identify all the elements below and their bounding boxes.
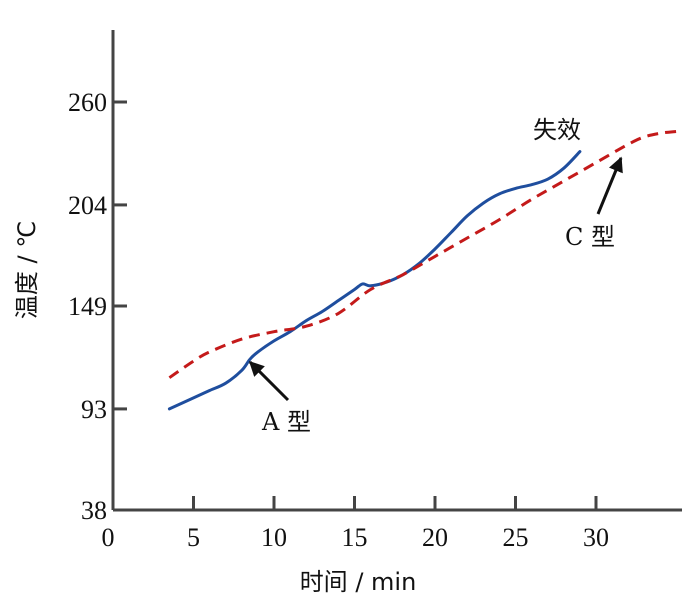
y-ticks: 38 93 149 204 260 [68, 88, 127, 525]
annotations: A 型 C 型 失效 [248, 116, 623, 436]
x-tick-label: 0 [102, 523, 115, 552]
x-ticks: 0 5 10 15 20 25 30 [102, 496, 609, 552]
y-tick-label: 204 [68, 191, 107, 220]
x-tick-label: 20 [422, 523, 448, 552]
series-line-c-type [168, 129, 677, 379]
annotation-a-label: A 型 [261, 408, 311, 436]
annotation-c-arrow [596, 156, 623, 215]
annotation-a-arrow [248, 360, 290, 402]
series-lines [167, 129, 677, 411]
plot-area: 38 93 149 204 260 0 5 10 15 20 25 30 [68, 30, 682, 552]
y-tick-label: 93 [81, 395, 107, 424]
y-axis-title: 温度 / ℃ [13, 221, 41, 319]
x-tick-label: 25 [503, 523, 529, 552]
y-tick-label: 38 [81, 496, 107, 525]
annotation-failure-label: 失效 [533, 116, 581, 144]
x-tick-label: 5 [187, 523, 200, 552]
series-line-a-type [167, 150, 582, 411]
y-tick-label: 260 [68, 88, 107, 117]
x-tick-label: 10 [261, 523, 287, 552]
y-tick-label: 149 [68, 292, 107, 321]
x-tick-label: 15 [342, 523, 368, 552]
annotation-c-label: C 型 [565, 223, 615, 251]
x-axis-title: 时间 / min [300, 568, 417, 596]
x-tick-label: 30 [583, 523, 609, 552]
